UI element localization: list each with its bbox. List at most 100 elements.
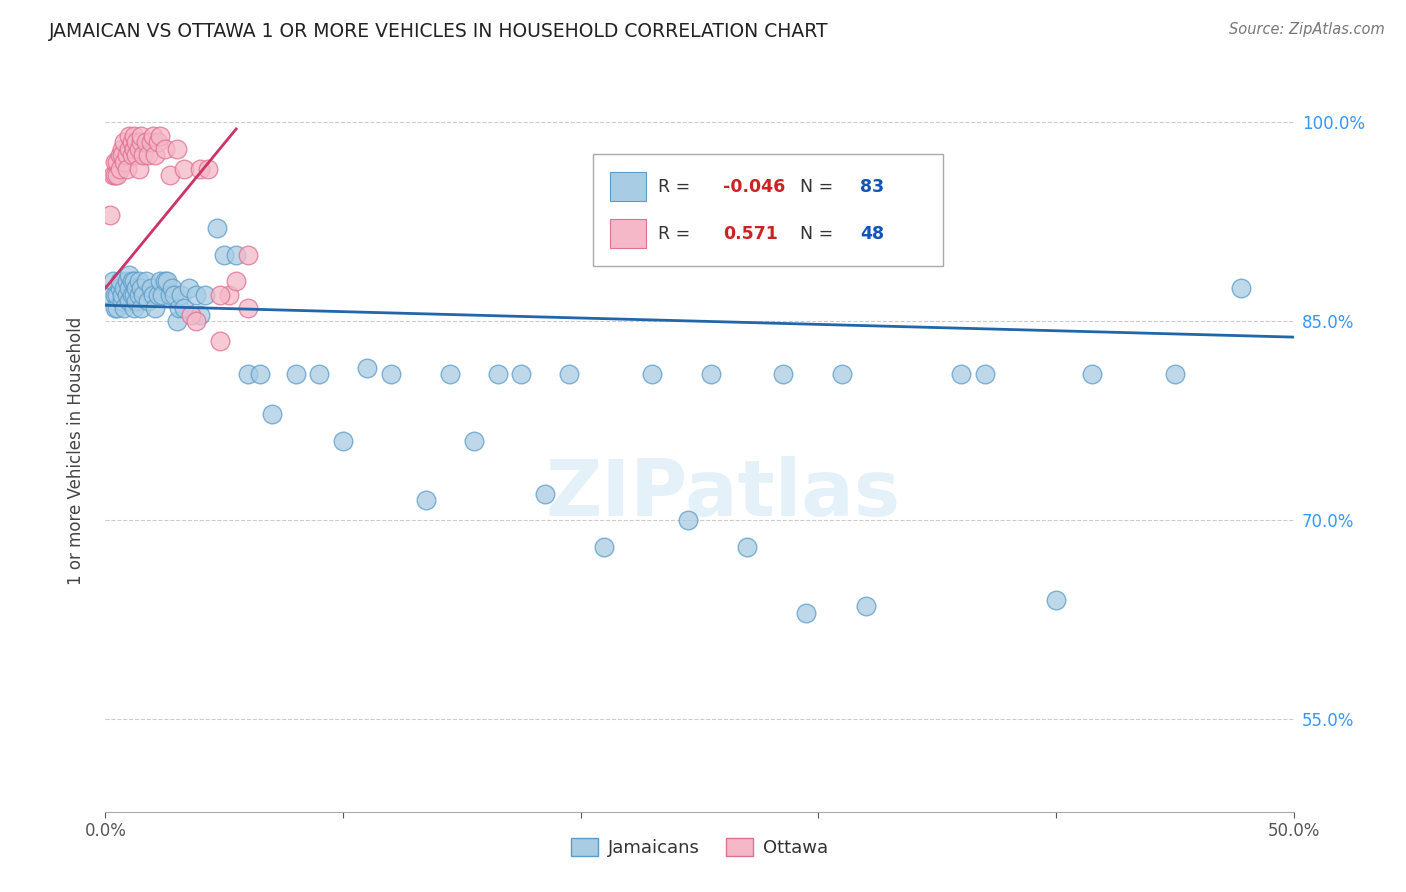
Point <box>105 301 128 315</box>
Point <box>463 434 485 448</box>
Point <box>108 281 131 295</box>
Point <box>129 301 152 315</box>
Point <box>128 161 150 176</box>
Point <box>104 287 127 301</box>
Point <box>135 275 157 289</box>
Point <box>356 360 378 375</box>
Point <box>111 148 134 162</box>
Point <box>205 221 228 235</box>
Point <box>166 142 188 156</box>
Point <box>332 434 354 448</box>
Point <box>105 155 128 169</box>
Point <box>534 486 557 500</box>
Point <box>236 301 259 315</box>
Point <box>208 287 231 301</box>
Point <box>114 155 136 169</box>
Point <box>166 314 188 328</box>
Point <box>1045 592 1067 607</box>
Point <box>225 275 247 289</box>
Point <box>153 142 176 156</box>
Point <box>115 148 138 162</box>
Point <box>949 368 972 382</box>
Point <box>260 407 283 421</box>
Point <box>180 308 202 322</box>
Point <box>139 135 162 149</box>
Point <box>380 368 402 382</box>
Point <box>104 155 127 169</box>
Point <box>125 281 148 295</box>
Point <box>184 287 207 301</box>
Point <box>104 169 127 183</box>
Point <box>236 248 259 262</box>
Point <box>249 368 271 382</box>
Text: N =: N = <box>800 225 839 243</box>
FancyBboxPatch shape <box>610 219 645 248</box>
Point <box>156 275 179 289</box>
Point <box>796 606 818 620</box>
Point <box>855 599 877 614</box>
Point <box>125 294 148 309</box>
Point <box>108 161 131 176</box>
Text: 48: 48 <box>860 225 884 243</box>
Legend: Jamaicans, Ottawa: Jamaicans, Ottawa <box>564 830 835 864</box>
Point <box>284 368 307 382</box>
Point <box>115 287 138 301</box>
Point <box>146 287 169 301</box>
Point <box>108 275 131 289</box>
Point <box>129 135 152 149</box>
Point <box>132 148 155 162</box>
Point <box>143 301 166 315</box>
Point <box>118 268 141 282</box>
Point <box>177 281 200 295</box>
Point <box>115 161 138 176</box>
Point <box>111 142 134 156</box>
Point <box>831 368 853 382</box>
Y-axis label: 1 or more Vehicles in Household: 1 or more Vehicles in Household <box>66 317 84 584</box>
Point <box>190 161 212 176</box>
Point <box>146 135 169 149</box>
Point <box>122 287 145 301</box>
Point <box>135 135 157 149</box>
Point <box>152 287 174 301</box>
Point <box>125 135 148 149</box>
Point <box>136 294 159 309</box>
Point <box>439 368 461 382</box>
Point <box>143 148 166 162</box>
Point <box>121 275 143 289</box>
Text: -0.046: -0.046 <box>723 178 786 195</box>
Point <box>163 287 186 301</box>
Point <box>173 301 195 315</box>
Point <box>208 334 231 348</box>
Point <box>122 128 145 143</box>
Point <box>121 287 143 301</box>
Point <box>121 148 143 162</box>
Point <box>122 142 145 156</box>
Point <box>225 248 247 262</box>
Point <box>214 248 236 262</box>
Text: R =: R = <box>658 225 696 243</box>
Point <box>190 308 212 322</box>
Point <box>676 513 699 527</box>
Point <box>159 169 181 183</box>
Point <box>197 161 219 176</box>
Text: JAMAICAN VS OTTAWA 1 OR MORE VEHICLES IN HOUSEHOLD CORRELATION CHART: JAMAICAN VS OTTAWA 1 OR MORE VEHICLES IN… <box>49 22 828 41</box>
Point <box>114 281 136 295</box>
Point <box>132 287 155 301</box>
Point <box>121 135 143 149</box>
Point <box>129 281 152 295</box>
Point <box>170 287 193 301</box>
Point <box>111 287 134 301</box>
Point <box>98 287 121 301</box>
Point <box>593 540 616 554</box>
Point <box>973 368 995 382</box>
Point <box>641 368 664 382</box>
Point <box>128 287 150 301</box>
Point <box>115 275 138 289</box>
Point <box>118 128 141 143</box>
Text: 83: 83 <box>860 178 884 195</box>
Point <box>173 161 195 176</box>
FancyBboxPatch shape <box>592 154 943 266</box>
Point <box>159 287 181 301</box>
Point <box>118 294 141 309</box>
Point <box>236 368 259 382</box>
